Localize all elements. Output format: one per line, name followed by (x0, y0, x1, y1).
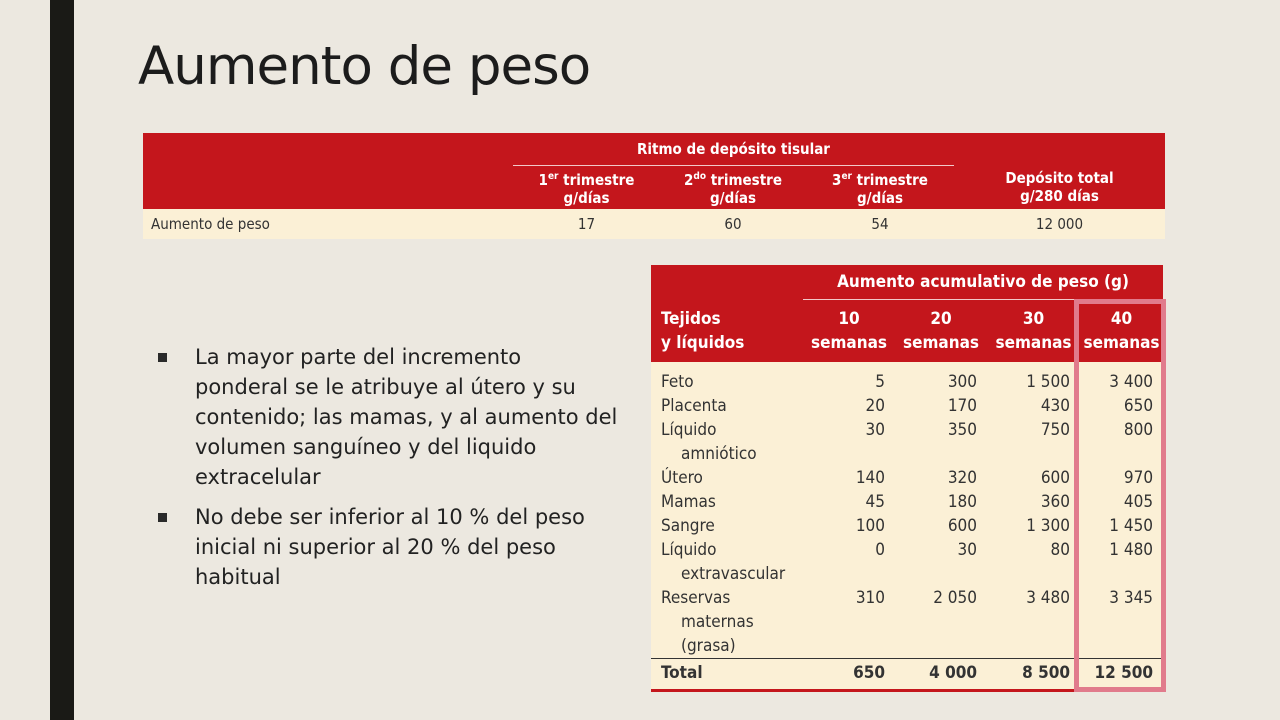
tissue-label-main: Útero (661, 468, 703, 488)
tissue-label: Reservas maternas (grasa) (651, 586, 803, 659)
table-row: Líquido amniótico 30 350 750 800 (651, 418, 1164, 466)
table-row: Placenta 20 170 430 650 (651, 394, 1164, 418)
cell-value: 1 450 (1080, 514, 1164, 538)
cell-value: 1 300 (987, 514, 1080, 538)
week-col-header: 30 semanas (987, 299, 1080, 362)
tissue-label: Feto (651, 362, 803, 394)
cell-value: 30 (803, 418, 895, 466)
cell-value: 1 480 (1080, 538, 1164, 586)
cell-value: 45 (803, 490, 895, 514)
rate-label-header (143, 165, 513, 209)
bullet-square-icon (158, 513, 167, 522)
table-row: Aumento de peso 17 60 54 12 000 (143, 208, 1165, 239)
cell-value: 54 (806, 208, 954, 239)
cell-value: 650 (1080, 394, 1164, 418)
cell-value: 800 (1080, 418, 1164, 466)
table-row: Útero 140 320 600 970 (651, 466, 1164, 490)
rate-col-header: 1er trimestre g/días (513, 165, 660, 209)
cell-value: 310 (803, 586, 895, 659)
tissue-label-main: Placenta (661, 396, 727, 416)
cell-value: 60 (660, 208, 806, 239)
tissue-label-continuation: maternas (681, 612, 754, 632)
table-row: Líquido extravascular 0 30 80 1 480 (651, 538, 1164, 586)
tissue-label-continuation: extravascular (681, 564, 786, 584)
cell-value: 360 (987, 490, 1080, 514)
left-accent-bar (50, 0, 74, 720)
cell-value: 600 (895, 514, 987, 538)
bullet-item: No debe ser inferior al 10 % del peso in… (158, 502, 618, 592)
weight-corner-header (651, 265, 803, 300)
tissue-label: Placenta (651, 394, 803, 418)
rate-corner-header (143, 133, 513, 166)
rate-col-header: 2do trimestre g/días (660, 165, 806, 209)
week-col-header: 10 semanas (803, 299, 895, 362)
cell-value: 20 (803, 394, 895, 418)
cell-value: 140 (803, 466, 895, 490)
cell-value: 2 050 (895, 586, 987, 659)
tissue-label-main: Sangre (661, 516, 715, 536)
tissue-label-main: Líquido (661, 540, 717, 560)
cell-value: 3 400 (1080, 362, 1164, 394)
tissue-label-main: Feto (661, 372, 694, 392)
tissue-label-main: Líquido (661, 420, 717, 440)
table-row: Reservas maternas (grasa) 310 2 050 3 480 3 34… (651, 586, 1164, 659)
tissue-label: Útero (651, 466, 803, 490)
cell-value: 100 (803, 514, 895, 538)
total-value: 4 000 (895, 658, 987, 692)
total-row: Total 650 4 000 8 500 12 500 (651, 658, 1164, 692)
cumulative-weight-table: Aumento acumulativo de peso (g) Tejidos y… (651, 265, 1164, 692)
week-col-header: 20 semanas (895, 299, 987, 362)
bullet-item: La mayor parte del incremento ponderal s… (158, 342, 618, 492)
cell-value: 320 (895, 466, 987, 490)
total-label: Total (651, 658, 803, 692)
rate-col-header: 3er trimestre g/días (806, 165, 954, 209)
cell-value: 1 500 (987, 362, 1080, 394)
tissue-label-continuation: amniótico (681, 444, 757, 464)
cell-value: 180 (895, 490, 987, 514)
tissue-label: Líquido amniótico (651, 418, 803, 466)
cell-value: 170 (895, 394, 987, 418)
cell-value: 3 345 (1080, 586, 1164, 659)
tissue-label-main: Reservas (661, 588, 731, 608)
cell-value: 30 (895, 538, 987, 586)
bullet-square-icon (158, 353, 167, 362)
bullet-list: La mayor parte del incremento ponderal s… (158, 342, 618, 602)
week-col-header: 40 semanas (1080, 299, 1164, 362)
table-row: Feto 5 300 1 500 3 400 (651, 362, 1164, 394)
tissue-label: Líquido extravascular (651, 538, 803, 586)
tissue-label: Mamas (651, 490, 803, 514)
cell-value: 350 (895, 418, 987, 466)
row-label: Aumento de peso (143, 208, 513, 239)
cell-value: 17 (513, 208, 660, 239)
cell-value: 5 (803, 362, 895, 394)
tissue-label-main: Mamas (661, 492, 716, 512)
tissue-label: Sangre (651, 514, 803, 538)
cell-value: 970 (1080, 466, 1164, 490)
cell-value: 80 (987, 538, 1080, 586)
rate-spacer-header (954, 133, 1165, 166)
tissue-deposit-rate-table: Ritmo de depósito tisular 1er trimestre g… (143, 133, 1165, 239)
tissue-label-continuation: (grasa) (681, 636, 736, 656)
cell-value: 430 (987, 394, 1080, 418)
cell-value: 300 (895, 362, 987, 394)
cell-value: 0 (803, 538, 895, 586)
tissue-header: Tejidos y líquidos (651, 299, 803, 362)
total-deposit-header: Depósito total g/280 días (954, 165, 1165, 209)
cell-value: 3 480 (987, 586, 1080, 659)
table-row: Sangre 100 600 1 300 1 450 (651, 514, 1164, 538)
table-row: Mamas 45 180 360 405 (651, 490, 1164, 514)
cell-value: 600 (987, 466, 1080, 490)
cell-value: 12 000 (954, 208, 1165, 239)
slide-title: Aumento de peso (138, 36, 591, 97)
total-value: 12 500 (1080, 658, 1164, 692)
rate-group-header: Ritmo de depósito tisular (513, 133, 954, 166)
weight-group-header: Aumento acumulativo de peso (g) (803, 265, 1164, 300)
cell-value: 405 (1080, 490, 1164, 514)
total-value: 650 (803, 658, 895, 692)
total-value: 8 500 (987, 658, 1080, 692)
cell-value: 750 (987, 418, 1080, 466)
